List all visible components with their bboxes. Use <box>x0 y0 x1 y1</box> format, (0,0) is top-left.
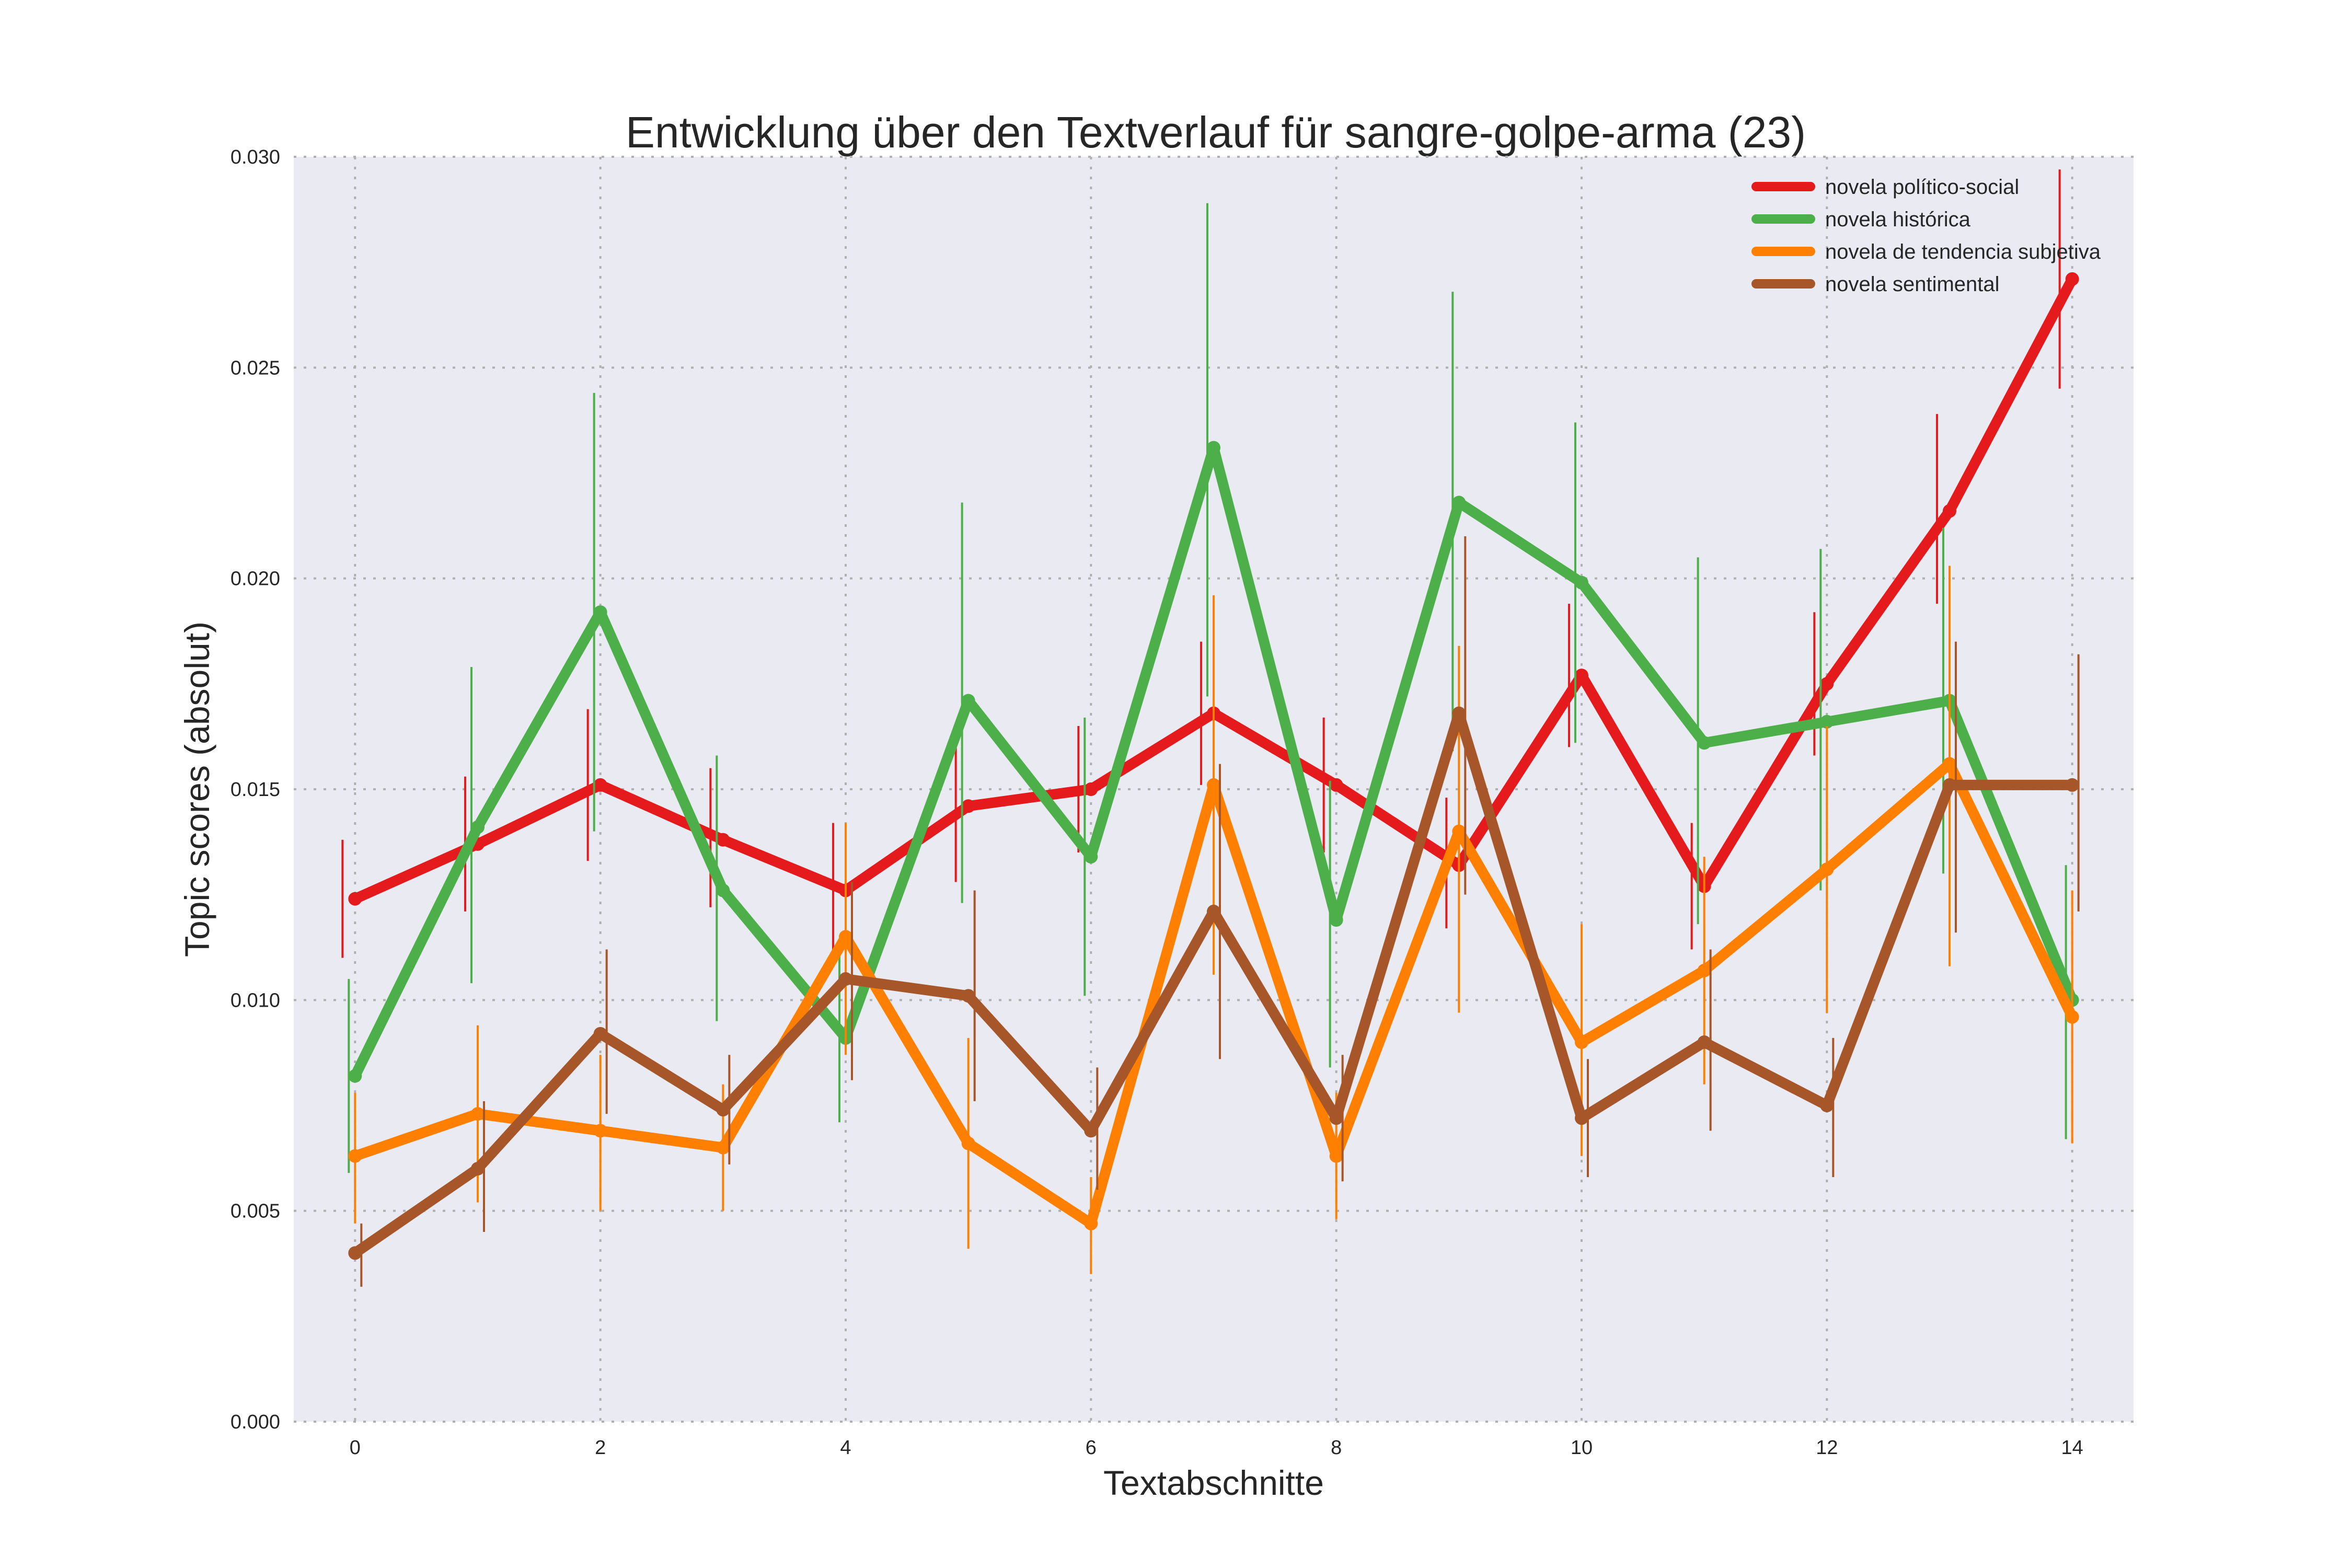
x-tick-label: 2 <box>595 1437 606 1459</box>
data-point <box>716 1103 730 1117</box>
data-point <box>1329 1111 1343 1125</box>
data-point <box>1820 862 1834 877</box>
y-tick-label: 0.020 <box>230 568 280 590</box>
x-tick-label: 4 <box>840 1437 851 1459</box>
y-tick-label: 0.025 <box>230 357 280 379</box>
data-point <box>593 1124 607 1138</box>
x-tick-label: 8 <box>1331 1437 1342 1459</box>
data-point <box>1820 714 1834 729</box>
data-point <box>1820 677 1834 691</box>
series-2 <box>348 203 2079 1173</box>
data-point <box>1575 1111 1588 1125</box>
data-point <box>1452 495 1466 510</box>
x-tick-label: 10 <box>1571 1437 1593 1459</box>
data-point <box>1329 778 1343 792</box>
y-tick-label: 0.010 <box>230 989 280 1011</box>
legend-label: novela histórica <box>1825 208 1971 231</box>
x-tick-label: 12 <box>1816 1437 1838 1459</box>
data-point <box>2065 272 2079 286</box>
data-point <box>1697 1035 1711 1049</box>
x-tick-labels: 0 2 4 6 8 10 12 14 <box>350 1437 2083 1459</box>
data-point <box>1207 904 1220 918</box>
data-point <box>716 1140 730 1155</box>
data-point <box>2065 778 2079 792</box>
x-tick-label: 0 <box>350 1437 361 1459</box>
data-point <box>839 972 852 986</box>
y-tick-label: 0.030 <box>230 146 280 168</box>
data-point <box>1207 778 1220 792</box>
data-point <box>961 989 975 1003</box>
data-point <box>1697 963 1711 977</box>
data-point <box>2065 1010 2079 1024</box>
data-point <box>1697 736 1711 750</box>
data-point <box>1943 504 1956 518</box>
x-tick-label: 14 <box>2061 1437 2083 1459</box>
data-point <box>1575 575 1588 590</box>
y-tick-label: 0.005 <box>230 1201 280 1223</box>
legend: novela político-social novela histórica no… <box>1751 176 2101 296</box>
data-point <box>1329 913 1343 927</box>
data-point <box>1452 706 1466 720</box>
chart-title: Entwicklung über den Textverlauf für san… <box>626 108 1806 157</box>
data-point <box>961 799 975 813</box>
y-tick-label: 0.000 <box>230 1411 280 1433</box>
data-point <box>348 1069 362 1083</box>
y-axis-label: Topic scores (absolut) <box>178 621 216 957</box>
data-point <box>716 833 730 847</box>
data-point <box>471 1162 485 1175</box>
data-point <box>1943 757 1956 771</box>
data-point <box>593 605 607 619</box>
data-point <box>961 694 975 708</box>
legend-label: novela político-social <box>1825 176 2019 199</box>
data-point <box>1207 441 1220 455</box>
data-point <box>1084 782 1098 796</box>
data-point <box>1084 1124 1098 1138</box>
data-point <box>348 1246 362 1260</box>
data-point <box>348 1149 362 1163</box>
data-point <box>1820 1099 1834 1112</box>
x-tick-label: 6 <box>1086 1437 1097 1459</box>
data-point <box>839 930 852 944</box>
data-point <box>1084 850 1098 864</box>
legend-label: novela de tendencia subjetiva <box>1825 240 2101 263</box>
data-point <box>1575 1035 1588 1049</box>
x-axis-label: Textabschnitte <box>1103 1463 1324 1502</box>
legend-label: novela sentimental <box>1825 273 2000 296</box>
y-tick-labels: 0.000 0.005 0.010 0.015 0.020 0.025 0.030 <box>230 146 280 1433</box>
series-4 <box>348 536 2080 1287</box>
y-tick-label: 0.015 <box>230 779 280 801</box>
data-point <box>348 892 362 906</box>
data-point <box>1329 1149 1343 1163</box>
data-point <box>471 1107 485 1121</box>
data-point <box>471 820 485 834</box>
data-point <box>961 1136 975 1150</box>
data-point <box>716 883 730 897</box>
data-point <box>1943 778 1956 792</box>
series-group <box>341 169 2080 1287</box>
data-point <box>1575 668 1588 683</box>
data-point <box>593 778 607 792</box>
data-point <box>1084 1216 1098 1230</box>
data-point <box>1452 824 1466 838</box>
series-3 <box>348 566 2079 1274</box>
data-point <box>593 1027 607 1041</box>
